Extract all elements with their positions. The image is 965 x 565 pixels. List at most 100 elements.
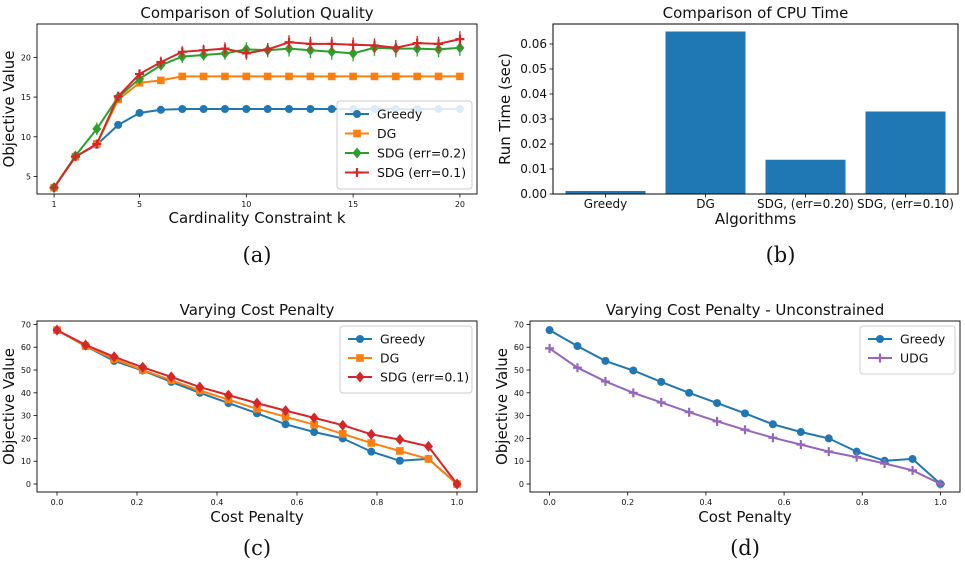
data-point: [685, 388, 694, 397]
data-point: [92, 139, 102, 149]
data-point: [92, 123, 102, 135]
data-point: [396, 447, 404, 455]
x-tick-label: SDG, (err=0.10): [857, 197, 954, 211]
data-point: [220, 105, 229, 113]
x-tick-label: 20: [455, 200, 465, 209]
data-point: [367, 447, 376, 456]
data-point: [156, 105, 165, 114]
chart-title: Comparison of CPU Time: [663, 4, 849, 22]
data-point: [367, 439, 376, 447]
data-point: [252, 397, 262, 409]
data-point: [281, 420, 290, 429]
y-tick-label: 50: [514, 366, 524, 375]
legend-entry: Greedy: [868, 332, 946, 347]
data-point: [263, 44, 273, 54]
data-point: [327, 46, 337, 58]
data-point: [423, 440, 433, 452]
legend-label: UDG: [900, 351, 928, 366]
data-point: [241, 48, 251, 58]
data-point: [713, 399, 722, 408]
legend-marker: [352, 168, 362, 177]
series-0: [545, 326, 945, 489]
y-tick-label: 70: [21, 320, 31, 329]
legend-box: [336, 100, 473, 190]
data-point: [221, 72, 229, 81]
data-point: [852, 452, 862, 462]
legend-label: DG: [377, 126, 396, 141]
legend-entry: Greedy: [345, 107, 423, 122]
x-tick-label: 1.0: [934, 498, 947, 507]
data-point: [135, 108, 144, 117]
data-point: [109, 351, 119, 363]
line-chart-c: Varying Cost Penalty Cost Penalty Objectiv…: [0, 301, 478, 560]
x-axis-label: Cardinality Constraint k: [168, 209, 345, 227]
legend-label: Greedy: [380, 332, 426, 347]
data-point: [327, 72, 336, 81]
y-tick-label: 20: [21, 434, 31, 443]
legend-marker: [356, 354, 364, 362]
legend-label: SDG (err=0.1): [380, 370, 469, 385]
data-point: [285, 72, 293, 81]
x-tick-label: 0.6: [291, 498, 304, 507]
data-point: [573, 342, 582, 351]
data-point: [452, 478, 462, 490]
data-point: [824, 434, 833, 443]
x-axis-label: Algorithms: [715, 210, 796, 228]
data-point: [741, 409, 749, 418]
data-point: [880, 459, 890, 468]
data-point: [768, 433, 778, 443]
legend-marker: [353, 110, 361, 118]
data-point: [412, 38, 422, 48]
y-axis-label: Objective Value: [493, 348, 511, 465]
panel-caption: (c): [243, 536, 271, 560]
data-point: [306, 72, 315, 81]
y-tick-label: 0.04: [520, 87, 547, 101]
x-tick-label: 1: [52, 200, 57, 209]
data-point: [572, 363, 582, 373]
data-point: [70, 152, 80, 162]
data-point: [657, 377, 666, 386]
y-tick-label: 30: [21, 412, 31, 421]
x-tick-label: 0.4: [211, 498, 224, 507]
data-point: [740, 425, 750, 435]
x-tick-label: 10: [241, 200, 251, 209]
data-point: [391, 43, 401, 53]
data-point: [712, 416, 722, 426]
data-point: [135, 69, 145, 79]
chart-title: Varying Cost Penalty - Unconstrained: [606, 301, 885, 319]
legend-marker: [352, 147, 362, 159]
data-point: [656, 397, 666, 407]
data-point: [413, 72, 421, 81]
data-point: [908, 454, 917, 463]
data-point: [263, 72, 272, 81]
data-point: [199, 45, 209, 55]
x-tick-label: 5: [137, 200, 142, 209]
data-point: [348, 40, 358, 50]
x-tick-label: 0.2: [621, 498, 634, 507]
data-point: [113, 91, 123, 101]
legend: Greedy DG SDG (err=0.2) SDG (err=0.1): [336, 100, 473, 190]
y-tick-label: 5: [26, 173, 31, 182]
data-point: [52, 324, 62, 336]
data-point: [824, 447, 834, 457]
y-tick-label: 0.01: [520, 162, 547, 176]
legend-marker: [876, 335, 884, 343]
legend-marker: [356, 335, 364, 343]
data-point: [768, 420, 777, 429]
data-point: [424, 455, 433, 463]
data-point: [600, 376, 610, 386]
legend: Greedy UDG: [859, 325, 956, 375]
data-point: [370, 72, 379, 81]
legend-marker: [353, 129, 361, 138]
y-tick-label: 0: [26, 480, 31, 489]
y-tick-label: 10: [21, 457, 31, 466]
y-tick-label: 0: [519, 480, 524, 489]
y-axis-label: Objective Value: [0, 50, 18, 167]
data-point: [327, 105, 336, 113]
data-point: [178, 105, 187, 113]
y-tick-label: 40: [21, 389, 31, 398]
data-point: [434, 39, 444, 49]
data-point: [392, 72, 400, 81]
x-tick-label: 0.0: [543, 498, 556, 507]
